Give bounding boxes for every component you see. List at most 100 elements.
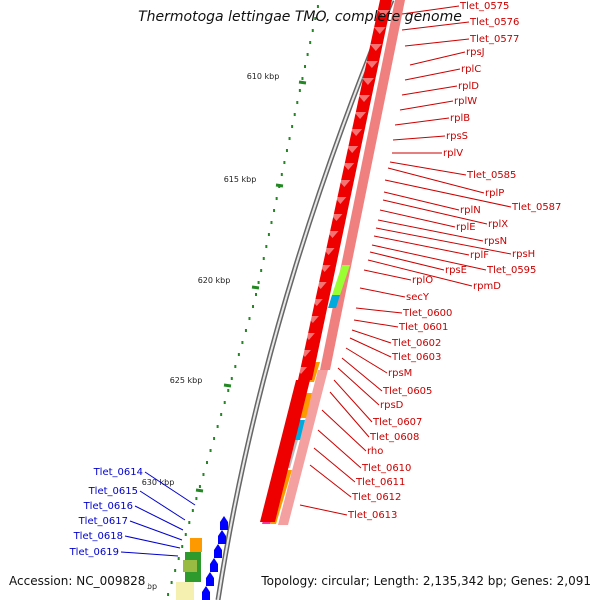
cds-arrow [350,129,363,136]
gene-label-leader [401,85,458,96]
gene-label-leader [351,329,392,344]
gene-label: rplE [456,222,476,233]
gene-label-leader [129,520,183,541]
gene-label-leader [355,307,403,314]
gene-label-leader [373,235,470,256]
minor-tick [304,65,307,68]
gene-label: rplP [485,188,504,199]
minor-tick [285,149,288,152]
cds-arrow-blue [214,544,222,558]
cds-arrow [369,44,382,51]
gene-label: rpsE [445,265,467,276]
gene-label-leader [341,357,383,392]
cds-arrow [298,350,311,357]
gene-label: rpmD [473,281,501,292]
minor-tick [206,461,209,464]
gene-label-leader [392,135,446,141]
minor-tick [202,473,205,476]
kbp-tick [195,488,204,493]
minor-tick [306,53,309,56]
gene-label-leader [401,5,460,15]
gene-label: rho [367,446,383,457]
cds-arrow [361,78,374,85]
minor-tick [293,113,296,116]
minor-tick [188,521,191,524]
minor-tick [283,161,286,164]
cds-arrow-blue [206,572,214,586]
minor-tick [227,389,230,392]
gene-label: rpsD [380,400,404,411]
minor-tick [244,329,247,332]
cds-arrow [314,282,327,289]
kbp-tick [223,383,232,388]
gene-label-leader [363,269,412,281]
minor-tick [170,581,173,584]
gene-label-leader [387,167,485,194]
cds-arrow-blue [220,516,228,530]
minor-tick [248,317,251,320]
minor-tick [288,137,291,140]
gene-label: Tlet_0613 [347,510,397,521]
gene-label-leader [299,504,348,516]
gene-label: Tlet_0610 [361,463,411,474]
cds-arrow [358,95,370,102]
cds-arrow-blue [218,530,226,544]
kbp-tick-label: 630 kbp [142,478,175,487]
kbp-tick [251,285,260,290]
gene-label: Tlet_0611 [355,477,405,488]
gene-label: Tlet_0575 [459,1,509,12]
cds-arrow [310,299,323,306]
gene-label-leader [144,471,196,506]
gene-label-leader [371,244,487,271]
genome-title: Thermotoga lettingae TMO, complete genom… [138,9,462,25]
gene-label-leader [337,367,380,406]
minor-tick [265,245,268,248]
minor-tick [257,281,260,284]
minor-tick [270,221,273,224]
gene-label: rplX [488,219,508,230]
minor-tick [311,29,314,32]
gene-label-leader [377,219,484,242]
gene-label: Tlet_0587 [511,202,561,213]
gene-label-leader [375,227,512,255]
gene-label: Tlet_0612 [351,492,401,503]
feature-block [332,265,350,295]
gene-label-leader [399,100,454,111]
gene-label: rplC [461,64,481,75]
gene-label: Tlet_0605 [382,386,432,397]
genome-summary-text: Topology: circular; Length: 2,135,342 bp… [258,574,591,588]
gene-label: Tlet_0585 [466,170,516,181]
tick-track: 610 kbp 615 kbp 620 kbp 625 kbp 630 kbp bp [142,5,319,596]
gene-label: Tlet_0602 [391,338,441,349]
minor-tick [213,437,216,440]
gene-label: secY [406,292,430,303]
gene-label-leader [404,68,461,81]
kbp-tick-label: 615 kbp [224,175,257,184]
cds-arrow [330,214,343,221]
gene-label: Tlet_0607 [372,417,422,428]
gene-label-leader [329,391,370,438]
minor-tick [316,5,319,8]
gene-label: Tlet_0615 [88,486,138,497]
gene-label: Tlet_0595 [486,265,536,276]
gene-label: rplW [454,96,477,107]
minor-tick [177,557,180,560]
gene-label: Tlet_0608 [369,432,419,443]
cds-arrow [302,333,315,340]
minor-tick [184,533,187,536]
gene-label-leader [404,38,470,47]
label-track: Tlet_0575 Tlet_0576 Tlet_0577 rpsJ rplC rplD r… [69,1,562,558]
gene-label: rplO [412,275,433,286]
gene-label: rplD [458,81,479,92]
cds-arrow [326,231,339,238]
feature-block [183,560,197,572]
gene-label-leader [317,429,362,469]
minor-tick [191,509,194,512]
cds-arrow [322,248,335,255]
gene-label-leader [382,199,488,225]
gene-label: rplB [450,113,470,124]
minor-tick [241,341,244,344]
gene-label-leader [409,51,466,66]
gene-label: Tlet_0619 [69,547,119,558]
